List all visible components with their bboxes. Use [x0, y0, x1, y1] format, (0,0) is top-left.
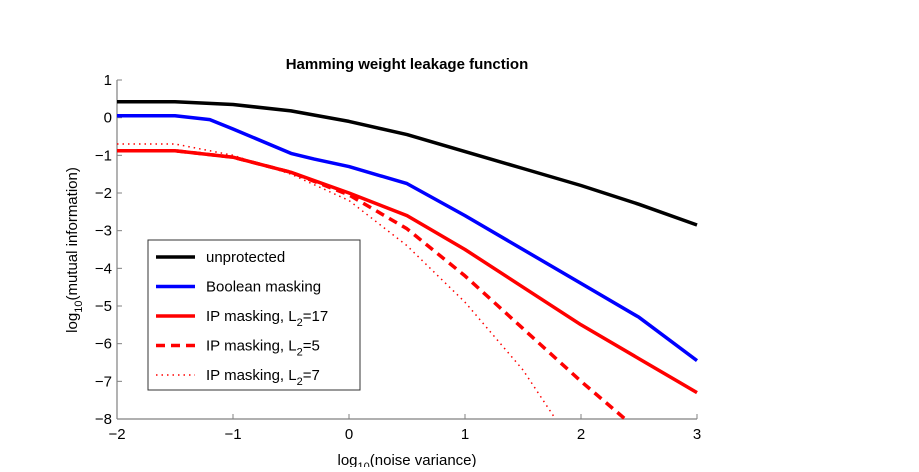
- x-tick-label: −2: [108, 426, 125, 443]
- y-tick-label: −3: [95, 223, 112, 240]
- chart-title: Hamming weight leakage function: [286, 56, 529, 73]
- legend: unprotected Boolean masking IP masking, L2…: [147, 239, 361, 391]
- y-tick-label: 0: [104, 110, 112, 127]
- x-tick-label: 1: [461, 426, 469, 443]
- y-tick-label: −5: [95, 298, 112, 315]
- y-tick-label: −8: [95, 411, 112, 428]
- series-line-3: [117, 149, 627, 421]
- legend-label: IP masking, L2​=5: [206, 338, 320, 359]
- y-tick-label: −4: [95, 260, 112, 277]
- legend-label: Boolean masking: [206, 279, 321, 296]
- legend-label: unprotected: [206, 249, 285, 266]
- y-tick-label: −1: [95, 147, 112, 164]
- x-tick-label: 2: [577, 426, 585, 443]
- y-axis-label: log10​(mutual information): [64, 167, 85, 333]
- y-tick-label: −6: [95, 336, 112, 353]
- axes: −2 −1 0 1 2 3 1 0 −1 −2 −3 −4 −5 −6 −7 −8: [95, 72, 701, 443]
- series-lines: [117, 100, 699, 421]
- series-line-0: [117, 100, 698, 227]
- y-tick-label: −7: [95, 373, 112, 390]
- series-line-1: [117, 114, 699, 363]
- x-tick-label: 3: [693, 426, 701, 443]
- y-tick-label: 1: [104, 72, 112, 89]
- legend-label: IP masking, L2​=17: [206, 308, 328, 329]
- series-line-4: [117, 143, 557, 420]
- y-tick-label: −2: [95, 185, 112, 202]
- x-axis-label: log10​(noise variance): [338, 452, 477, 467]
- x-tick-label: 0: [345, 426, 353, 443]
- x-tick-label: −1: [224, 426, 241, 443]
- legend-label: IP masking, L2​=7: [206, 367, 320, 388]
